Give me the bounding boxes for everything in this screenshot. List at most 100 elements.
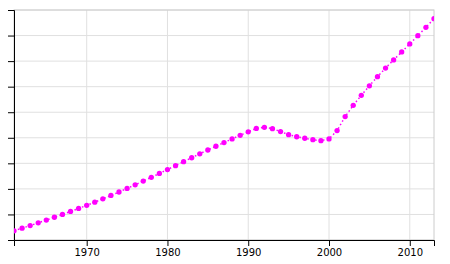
point <box>383 65 388 70</box>
y-tick-mark <box>8 214 14 215</box>
plot-area <box>14 16 434 233</box>
point <box>157 171 162 176</box>
point <box>68 209 73 214</box>
point <box>141 178 146 183</box>
y-tick <box>8 36 14 37</box>
point <box>278 129 283 134</box>
x-tick-mark <box>329 240 330 246</box>
y-tick-mark <box>8 87 14 88</box>
x-tick-mark <box>410 240 411 246</box>
point <box>14 228 17 233</box>
y-tick <box>8 138 14 139</box>
point <box>399 49 404 54</box>
y-tick <box>8 10 14 11</box>
point <box>294 134 299 139</box>
x-tick: 1990 <box>236 240 261 258</box>
x-tick-label: 1990 <box>236 247 261 258</box>
chart: 1970 1980 1990 2000 2010 <box>0 0 450 264</box>
point <box>310 137 315 142</box>
y-tick <box>8 214 14 215</box>
point <box>254 126 259 131</box>
point <box>116 189 121 194</box>
grid-line-y <box>14 112 434 113</box>
point <box>149 175 154 180</box>
point <box>415 33 420 38</box>
point <box>213 144 218 149</box>
point <box>36 220 41 225</box>
point <box>270 126 275 131</box>
point <box>189 155 194 160</box>
point <box>302 136 307 141</box>
point <box>124 186 129 191</box>
point <box>44 217 49 222</box>
point <box>423 25 428 30</box>
point <box>197 151 202 156</box>
y-tick <box>8 189 14 190</box>
x-tick-mark <box>87 240 88 246</box>
y-tick-mark <box>8 36 14 37</box>
grid <box>14 10 434 240</box>
point <box>221 140 226 145</box>
point <box>391 57 396 62</box>
point <box>19 226 24 231</box>
point <box>318 138 323 143</box>
y-tick <box>8 112 14 113</box>
point <box>229 136 234 141</box>
point <box>407 41 412 46</box>
point <box>286 132 291 137</box>
point <box>359 93 364 98</box>
grid-line-y <box>14 35 434 36</box>
y-tick <box>8 163 14 164</box>
line <box>14 19 434 231</box>
x-tick-mark <box>167 240 168 246</box>
y-tick-mark <box>8 240 14 241</box>
x-tick-mark <box>248 240 249 246</box>
point <box>173 163 178 168</box>
plot-frame <box>14 10 434 240</box>
grid-line-y <box>14 61 434 62</box>
point <box>367 83 372 88</box>
x-tick: 2000 <box>317 240 342 258</box>
x-axis: 1970 1980 1990 2000 2010 <box>15 240 435 258</box>
x-tick-label: 2010 <box>398 247 423 258</box>
point <box>351 103 356 108</box>
point <box>165 167 170 172</box>
y-tick-mark <box>8 112 14 113</box>
grid-line-y <box>14 214 434 215</box>
point <box>108 193 113 198</box>
point <box>52 215 57 220</box>
y-tick-mark <box>8 10 14 11</box>
point <box>238 133 243 138</box>
point <box>262 125 267 130</box>
point <box>133 182 138 187</box>
grid-line-y <box>14 137 434 138</box>
x-axis-line <box>15 241 435 247</box>
point <box>334 128 339 133</box>
x-tick: 2010 <box>398 240 423 258</box>
x-tick-label: 1980 <box>155 247 180 258</box>
point <box>431 16 434 21</box>
point <box>205 147 210 152</box>
x-tick-label: 2000 <box>317 247 342 258</box>
x-tick: 1970 <box>74 240 99 258</box>
y-tick <box>8 87 14 88</box>
point <box>92 199 97 204</box>
point <box>326 136 331 141</box>
x-tick-label: 1970 <box>74 247 99 258</box>
point <box>343 114 348 119</box>
y-tick-mark <box>8 61 14 62</box>
point <box>375 74 380 79</box>
y-tick-mark <box>8 163 14 164</box>
grid-line-y <box>14 163 434 164</box>
point <box>246 129 251 134</box>
grid-line-x <box>167 10 168 240</box>
y-tick-mark <box>8 138 14 139</box>
point <box>60 212 65 217</box>
point <box>84 203 89 208</box>
point <box>76 206 81 211</box>
y-tick <box>8 61 14 62</box>
point <box>100 196 105 201</box>
y-axis-line <box>8 11 15 241</box>
grid-line-x <box>248 10 249 240</box>
y-tick <box>8 240 14 241</box>
